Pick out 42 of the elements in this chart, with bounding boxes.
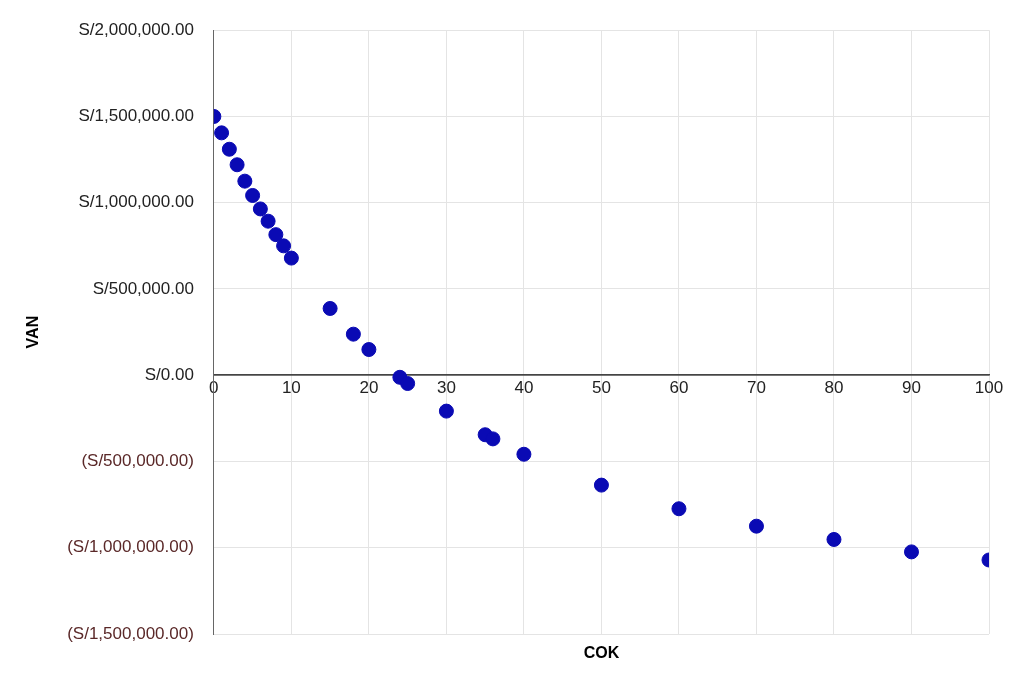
point: [229, 157, 245, 173]
point: [485, 431, 501, 447]
y-tick-label: (S/1,000,000.00): [67, 537, 194, 557]
point: [214, 125, 230, 141]
x-tick-label: 40: [514, 378, 534, 398]
y-tick-label: S/0.00: [144, 364, 194, 384]
y-tick-label: S/1,000,000.00: [78, 192, 194, 212]
point: [438, 403, 454, 419]
point: [245, 187, 261, 203]
point: [221, 141, 237, 157]
point: [826, 531, 842, 547]
y-tick-label: (S/1,500,000.00): [67, 623, 194, 643]
point: [276, 238, 292, 254]
point: [671, 501, 687, 517]
point: [237, 173, 253, 189]
point: [252, 201, 268, 217]
x-tick-label: 50: [591, 378, 611, 398]
point: [283, 250, 299, 266]
x-tick-label: 100: [974, 378, 1004, 398]
x-axis-title: COK: [583, 644, 620, 662]
point: [748, 518, 764, 534]
y-tick-label: S/1,500,000.00: [78, 106, 194, 126]
y-axis-title: VAN: [24, 315, 42, 349]
x-tick-label: 10: [281, 378, 301, 398]
point: [322, 300, 338, 316]
point: [345, 326, 361, 342]
x-tick-label: 80: [824, 378, 844, 398]
point: [400, 376, 416, 392]
point: [903, 544, 919, 560]
x-tick-label: 90: [902, 378, 921, 398]
y-tick-label: S/2,000,000.00: [78, 19, 194, 39]
point: [593, 477, 609, 493]
point: [361, 342, 377, 358]
x-tick-label: 70: [746, 378, 766, 398]
point: [268, 227, 284, 243]
x-tick-label: 60: [669, 378, 689, 398]
x-tick-label: 20: [359, 378, 379, 398]
point: [260, 213, 276, 229]
point: [516, 446, 532, 462]
y-tick-label: (S/500,000.00): [81, 451, 194, 471]
x-tick-label: 30: [436, 378, 456, 398]
y-tick-label: S/500,000.00: [92, 278, 194, 298]
